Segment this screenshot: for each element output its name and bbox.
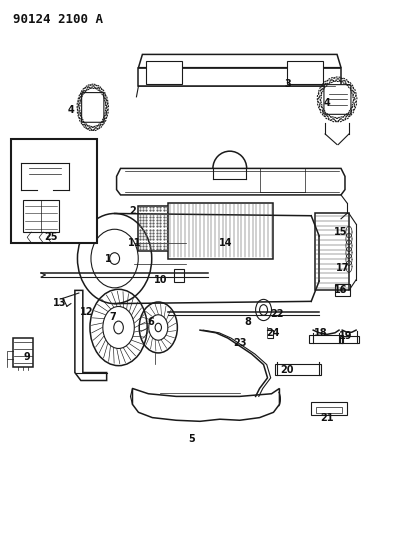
Text: 2: 2 xyxy=(129,206,136,216)
Text: 18: 18 xyxy=(314,328,328,338)
Text: 4: 4 xyxy=(68,105,74,115)
Circle shape xyxy=(256,300,272,320)
Text: 12: 12 xyxy=(80,306,94,317)
Text: 20: 20 xyxy=(281,365,294,375)
Text: 25: 25 xyxy=(44,232,58,243)
Bar xyxy=(174,269,184,282)
Bar xyxy=(311,402,347,415)
Bar xyxy=(315,214,349,290)
Text: 9: 9 xyxy=(24,352,30,361)
Bar xyxy=(138,206,168,251)
FancyBboxPatch shape xyxy=(82,93,104,122)
Bar xyxy=(23,200,59,232)
Text: 17: 17 xyxy=(336,263,350,273)
Bar xyxy=(340,336,359,343)
Bar xyxy=(276,364,321,375)
Text: 19: 19 xyxy=(340,332,353,342)
Bar xyxy=(13,338,33,367)
Text: 22: 22 xyxy=(271,309,284,319)
Text: 90124 2100 A: 90124 2100 A xyxy=(13,13,103,26)
Text: 15: 15 xyxy=(334,227,348,237)
Text: 7: 7 xyxy=(109,312,116,322)
Bar xyxy=(309,335,343,343)
Text: 1: 1 xyxy=(105,254,112,263)
Text: 8: 8 xyxy=(244,317,251,327)
Text: 21: 21 xyxy=(320,413,334,423)
Bar xyxy=(287,61,323,84)
Bar xyxy=(335,284,350,296)
Text: 13: 13 xyxy=(54,297,67,308)
Text: 16: 16 xyxy=(334,285,348,295)
Text: 10: 10 xyxy=(154,274,167,285)
Text: 23: 23 xyxy=(233,338,246,349)
Text: 6: 6 xyxy=(147,317,154,327)
Bar xyxy=(168,203,274,259)
Text: 24: 24 xyxy=(267,328,280,338)
Text: 5: 5 xyxy=(189,434,196,444)
Bar xyxy=(146,61,182,84)
Text: 3: 3 xyxy=(284,78,291,88)
FancyBboxPatch shape xyxy=(324,85,351,114)
Text: 14: 14 xyxy=(219,238,232,248)
Bar xyxy=(11,139,97,243)
Text: 11: 11 xyxy=(128,238,141,248)
Bar xyxy=(316,407,342,414)
Text: 4: 4 xyxy=(324,98,330,108)
